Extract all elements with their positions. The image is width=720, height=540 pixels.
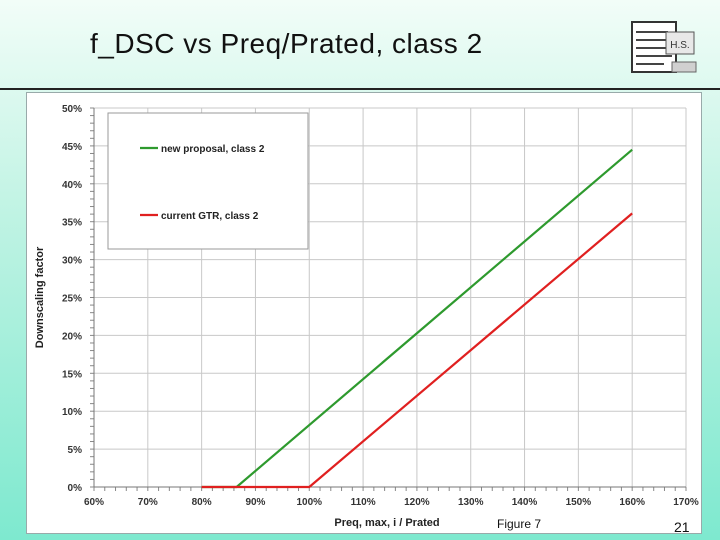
legend-label-1: current GTR, class 2	[161, 211, 259, 222]
legend-box	[107, 112, 309, 250]
y-axis-title: Downscaling factor	[34, 246, 46, 348]
figure-caption: Figure 7	[497, 517, 542, 531]
y-tick-label: 10%	[62, 407, 82, 418]
x-tick-label: 170%	[673, 497, 699, 508]
page-number: 21	[674, 519, 690, 535]
y-tick-label: 15%	[62, 369, 82, 380]
y-tick-label: 30%	[62, 256, 82, 267]
y-tick-label: 20%	[62, 331, 82, 342]
slide-title: f_DSC vs Preq/Prated, class 2	[90, 28, 483, 59]
hs-logo: H.S.	[631, 21, 697, 73]
series-line-1	[201, 212, 633, 489]
y-tick-label: 35%	[62, 218, 82, 229]
x-tick-label: 80%	[192, 497, 212, 508]
x-tick-label: 100%	[296, 497, 322, 508]
x-tick-label: 70%	[138, 497, 158, 508]
line-chart: 60% 70% 80% 90% 100% 110% 120% 130% 140% 150% 160%…	[34, 104, 699, 529]
x-tick-label: 60%	[84, 497, 104, 508]
y-tick-label: 45%	[62, 142, 82, 153]
y-tick-label: 0%	[68, 483, 83, 494]
x-tick-label: 160%	[619, 497, 645, 508]
x-tick-label: 110%	[351, 497, 376, 508]
x-axis-title: Preq, max, i / Prated	[334, 517, 439, 529]
x-tick-label: 130%	[458, 497, 484, 508]
y-tick-label: 25%	[62, 294, 82, 305]
x-tick-label: 140%	[512, 497, 538, 508]
x-tick-label: 90%	[245, 497, 265, 508]
x-tick-label: 120%	[404, 497, 430, 508]
y-tick-label: 50%	[62, 104, 82, 115]
x-tick-label: 150%	[566, 497, 592, 508]
logo-text: H.S.	[670, 40, 689, 51]
chart-panel: 60% 70% 80% 90% 100% 110% 120% 130% 140% 150% 160%…	[26, 92, 702, 534]
y-tick-label: 5%	[68, 445, 83, 456]
y-tick-label: 40%	[62, 180, 82, 191]
title-rule	[0, 88, 720, 90]
legend-label-0: new proposal, class 2	[161, 144, 265, 155]
